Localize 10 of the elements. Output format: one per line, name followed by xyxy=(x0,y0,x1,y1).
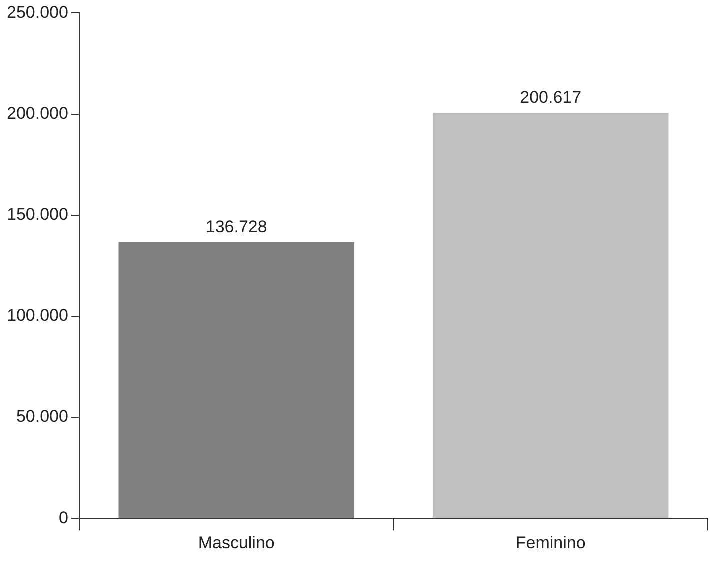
x-tick-label: Masculino xyxy=(198,533,275,552)
y-tick-label: 50.000 xyxy=(16,407,68,426)
y-tick-label: 100.000 xyxy=(7,306,68,326)
y-tick-label: 0 xyxy=(58,508,68,528)
x-tick-label: Feminino xyxy=(516,533,586,552)
data-label: 200.617 xyxy=(520,88,582,108)
y-tick-label: 250.000 xyxy=(7,2,68,22)
data-label: 136.728 xyxy=(206,217,268,236)
y-tick-label: 150.000 xyxy=(7,205,68,224)
y-tick-label: 200.000 xyxy=(7,104,68,123)
